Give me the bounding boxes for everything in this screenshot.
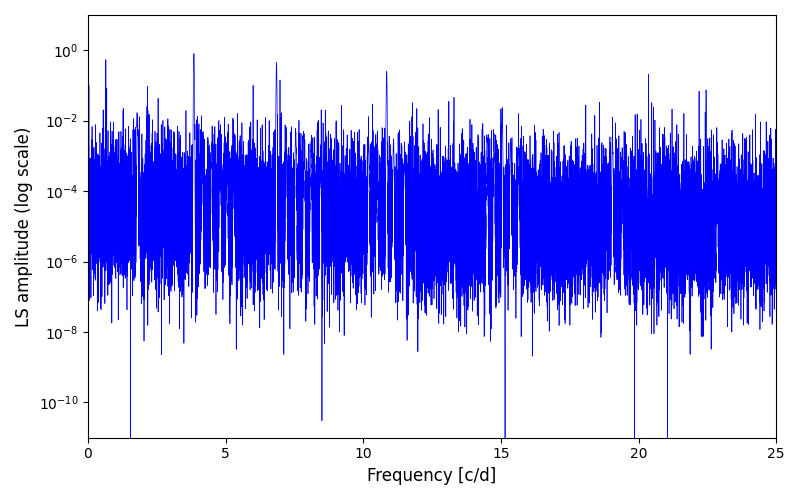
Y-axis label: LS amplitude (log scale): LS amplitude (log scale) xyxy=(15,126,33,326)
X-axis label: Frequency [c/d]: Frequency [c/d] xyxy=(367,467,497,485)
